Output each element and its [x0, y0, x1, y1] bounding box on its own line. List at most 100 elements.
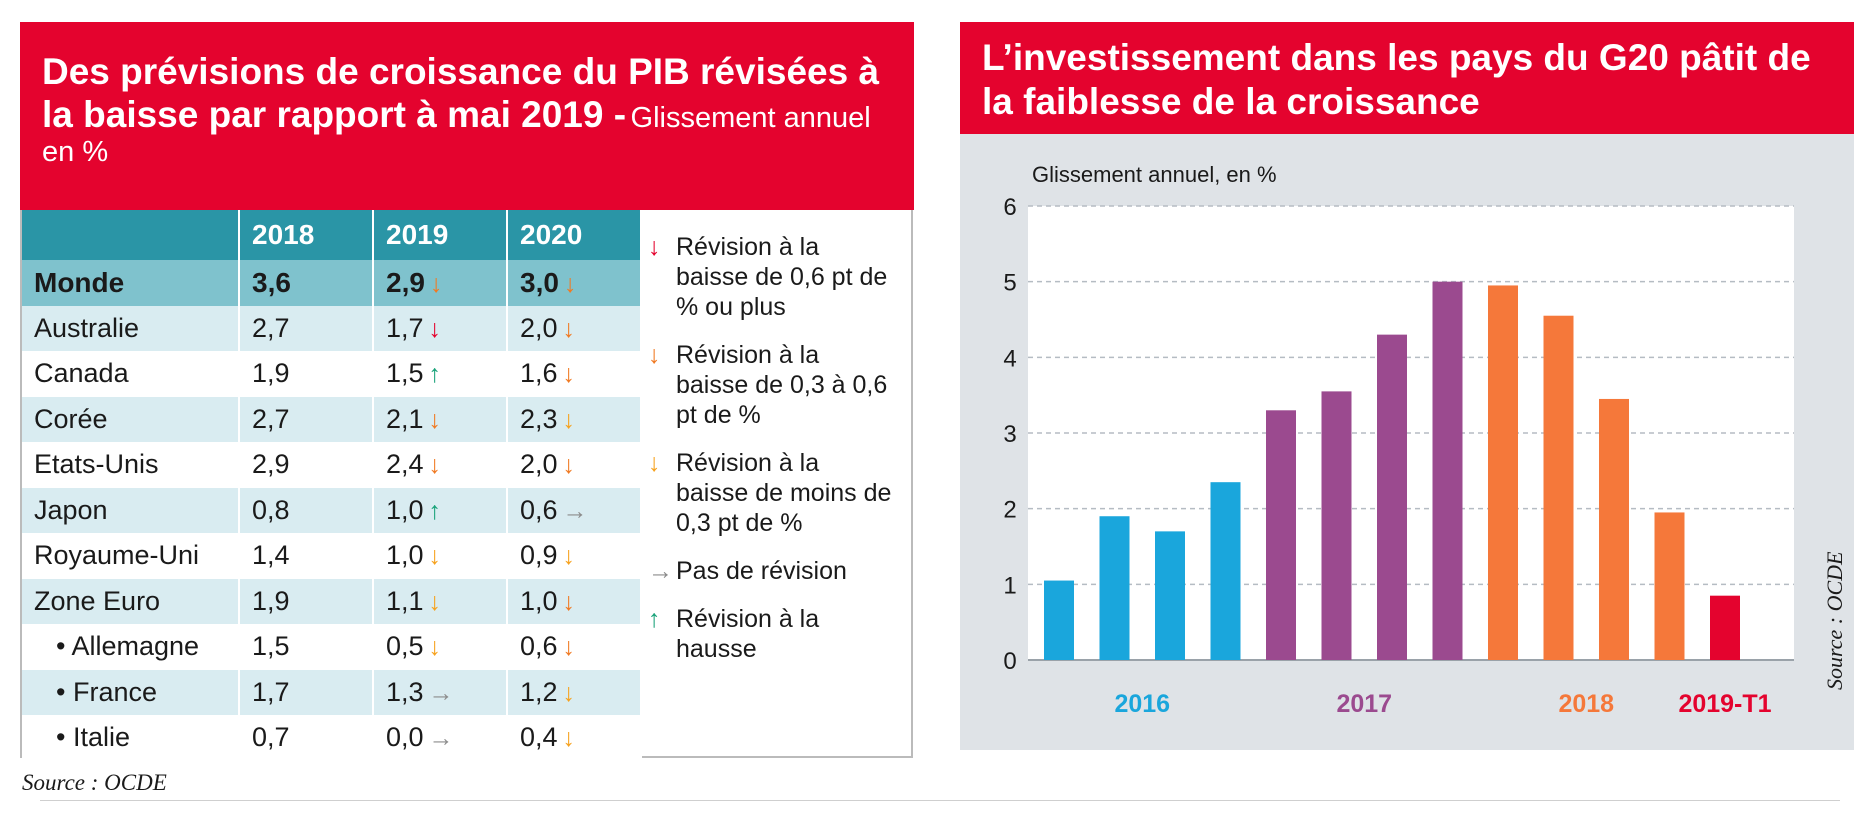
gdp-table-panel: 2018 2019 2020 Monde 3,6 2,9 ↓ 3,0 ↓ Australie… [20, 210, 913, 761]
table-row: Australie 2,7 1,7 ↓ 2,0 ↓ [22, 305, 642, 351]
legend-label: Pas de révision [676, 557, 847, 585]
country-name: Canada [22, 351, 240, 397]
value-text: 1,7 [386, 312, 424, 343]
y-tick-label: 0 [1003, 648, 1016, 675]
legend-label: Révision à la baisse de moins de 0,3 pt … [676, 449, 892, 537]
table-source: Source : OCDE [22, 770, 167, 795]
bar [1321, 391, 1352, 660]
y-tick-label: 3 [1003, 421, 1016, 448]
value-2019: 0,5 ↓ [373, 624, 508, 670]
yellow-down-arrow-icon: ↓ [562, 678, 576, 707]
orange-down-arrow-icon: ↓ [428, 405, 442, 434]
value-2020: 2,0 ↓ [507, 442, 642, 488]
value-2019: 1,1 ↓ [373, 578, 508, 624]
yellow-down-arrow-icon: ↓ [562, 724, 576, 753]
value-2020: 1,0 ↓ [507, 578, 642, 624]
value-2019: 1,0 ↓ [373, 533, 508, 579]
orange-down-arrow-icon: ↓ [563, 269, 577, 298]
grey-right-arrow-icon: → [428, 724, 454, 753]
value-2020: 2,0 ↓ [507, 305, 642, 351]
value-text: 1,0 [520, 585, 558, 616]
legend-label: Révision à la baisse de 0,3 à 0,6 pt de … [676, 341, 888, 429]
chart-title-banner: L’investissement dans les pays du G20 pâ… [960, 22, 1854, 134]
orange-down-arrow-icon: ↓ [562, 587, 576, 616]
bar [1543, 315, 1574, 660]
value-text: 2,4 [386, 449, 424, 480]
value-2018: 1,7 [239, 669, 374, 715]
table-row: Zone Euro 1,9 1,1 ↓ 1,0 ↓ [22, 578, 642, 624]
value-text: 1,2 [520, 676, 558, 707]
value-text: 1,0 [386, 540, 424, 571]
value-2019: 2,9 ↓ [373, 260, 508, 306]
yellow-down-arrow-icon: ↓ [428, 587, 442, 616]
country-name: Corée [22, 396, 240, 442]
legend-item: ↓ Révision à la baisse de moins de 0,3 pt… [646, 448, 896, 538]
orange-down-arrow-icon: ↓ [562, 451, 576, 480]
value-2018: 2,7 [239, 396, 374, 442]
red-down-arrow-icon: ↓ [428, 314, 442, 343]
table-row: • Italie 0,7 0,0 → 0,4 ↓ [22, 715, 642, 761]
header-2018: 2018 [239, 210, 374, 260]
header-country [22, 210, 240, 260]
value-text: 0,4 [520, 722, 558, 753]
value-2018: 1,9 [239, 578, 374, 624]
chart-source: Source : OCDE [1822, 551, 1847, 691]
country-name: Etats-Unis [22, 442, 240, 488]
bar [1710, 595, 1740, 660]
table-row: Royaume-Uni 1,4 1,0 ↓ 0,9 ↓ [22, 533, 642, 579]
value-2019: 2,1 ↓ [373, 396, 508, 442]
grey-right-arrow-icon: → [648, 557, 673, 585]
grey-right-arrow-icon: → [562, 496, 588, 525]
value-text: 0,6 [520, 494, 558, 525]
table-title: Des prévisions de croissance du PIB révi… [42, 51, 880, 135]
orange-down-arrow-icon: ↓ [562, 314, 576, 343]
value-2020: 0,6 → [507, 487, 642, 533]
bar [1488, 285, 1518, 660]
header-2019: 2019 [373, 210, 508, 260]
orange-down-arrow-icon: ↓ [562, 360, 576, 389]
table-row: Canada 1,9 1,5 ↑ 1,6 ↓ [22, 351, 642, 397]
green-up-arrow-icon: ↑ [648, 605, 661, 633]
value-text: 1,0 [386, 494, 424, 525]
legend-label: Révision à la baisse de 0,6 pt de % ou p… [676, 233, 888, 321]
chart-title: L’investissement dans les pays du G20 pâ… [982, 37, 1811, 122]
table-row: • France 1,7 1,3 → 1,2 ↓ [22, 669, 642, 715]
y-tick-label: 1 [1003, 572, 1016, 599]
value-text: 1,5 [386, 358, 424, 389]
legend-label: Révision à la hausse [676, 605, 820, 663]
bar [1099, 516, 1130, 660]
y-axis-label: Glissement annuel, en % [1032, 162, 1277, 187]
value-2018: 2,9 [239, 442, 374, 488]
value-text: 0,5 [386, 631, 424, 662]
bar [1377, 334, 1407, 660]
country-name: Royaume-Uni [22, 533, 240, 579]
value-2020: 1,6 ↓ [507, 351, 642, 397]
value-text: 3,0 [520, 266, 559, 298]
table-row: Japon 0,8 1,0 ↑ 0,6 → [22, 487, 642, 533]
table-row: Corée 2,7 2,1 ↓ 2,3 ↓ [22, 396, 642, 442]
yellow-down-arrow-icon: ↓ [562, 405, 576, 434]
gdp-forecast-table: 2018 2019 2020 Monde 3,6 2,9 ↓ 3,0 ↓ Australie… [22, 210, 642, 761]
yellow-down-arrow-icon: ↓ [428, 542, 442, 571]
table-subtitle: Glissement annuel en % [42, 102, 871, 168]
legend-item: ↓ Révision à la baisse de 0,6 pt de % ou … [646, 232, 896, 322]
country-name: Monde [22, 260, 240, 306]
table-row: Monde 3,6 2,9 ↓ 3,0 ↓ [22, 260, 642, 306]
value-text: 0,6 [520, 631, 558, 662]
yellow-down-arrow-icon: ↓ [648, 449, 661, 477]
value-2018: 0,7 [239, 715, 374, 761]
table-header-row: 2018 2019 2020 [22, 210, 642, 260]
value-2018: 1,9 [239, 351, 374, 397]
revision-legend: ↓ Révision à la baisse de 0,6 pt de % ou … [646, 232, 896, 682]
value-2018: 2,7 [239, 305, 374, 351]
value-text: 2,9 [386, 266, 425, 298]
value-2020: 0,9 ↓ [507, 533, 642, 579]
value-text: 1,1 [386, 585, 424, 616]
value-2019: 1,5 ↑ [373, 351, 508, 397]
yellow-down-arrow-icon: ↓ [428, 633, 442, 662]
green-up-arrow-icon: ↑ [428, 496, 442, 525]
divider [40, 800, 1840, 801]
value-text: 1,3 [386, 676, 424, 707]
orange-down-arrow-icon: ↓ [428, 451, 442, 480]
header-2020: 2020 [507, 210, 642, 260]
